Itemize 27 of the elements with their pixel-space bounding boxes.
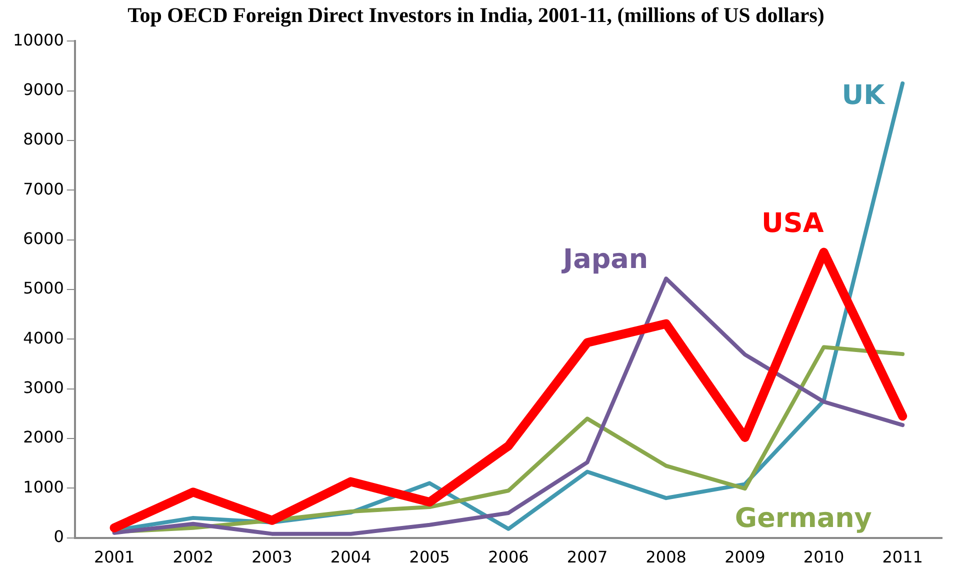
chart-title: Top OECD Foreign Direct Investors in India, 2001-11, (millions of US dollars)	[128, 3, 824, 28]
y-tick-label: 4000	[23, 328, 64, 348]
x-tick-label: 2002	[172, 548, 214, 567]
series-label: Germany	[734, 503, 872, 534]
y-tick-label: 5000	[23, 278, 64, 298]
x-tick-label: 2011	[882, 548, 923, 567]
x-tick-label: 2001	[94, 548, 135, 567]
y-tick-label: 9000	[23, 80, 64, 100]
y-tick-label: 3000	[23, 378, 64, 397]
series-label: Japan	[561, 244, 648, 276]
series-label: UK	[842, 80, 886, 111]
x-tick-label: 2009	[724, 548, 766, 567]
y-tick-label: 7000	[23, 179, 64, 198]
x-tick-label: 2010	[803, 548, 844, 567]
y-tick-label: 2000	[23, 428, 64, 447]
x-tick-label: 2004	[330, 548, 372, 567]
x-tick-label: 2006	[488, 548, 529, 567]
x-tick-label: 2008	[646, 548, 686, 567]
series-label: USA	[761, 208, 824, 239]
x-tick-label: 2003	[252, 548, 292, 567]
y-tick-label: 6000	[23, 228, 64, 248]
y-tick-label: 1000	[23, 477, 64, 496]
y-tick-label: 10000	[12, 30, 64, 50]
y-tick-label: 0	[54, 526, 64, 546]
x-tick-label: 2005	[409, 548, 450, 567]
y-tick-label: 8000	[23, 130, 64, 149]
x-tick-label: 2007	[566, 548, 608, 567]
